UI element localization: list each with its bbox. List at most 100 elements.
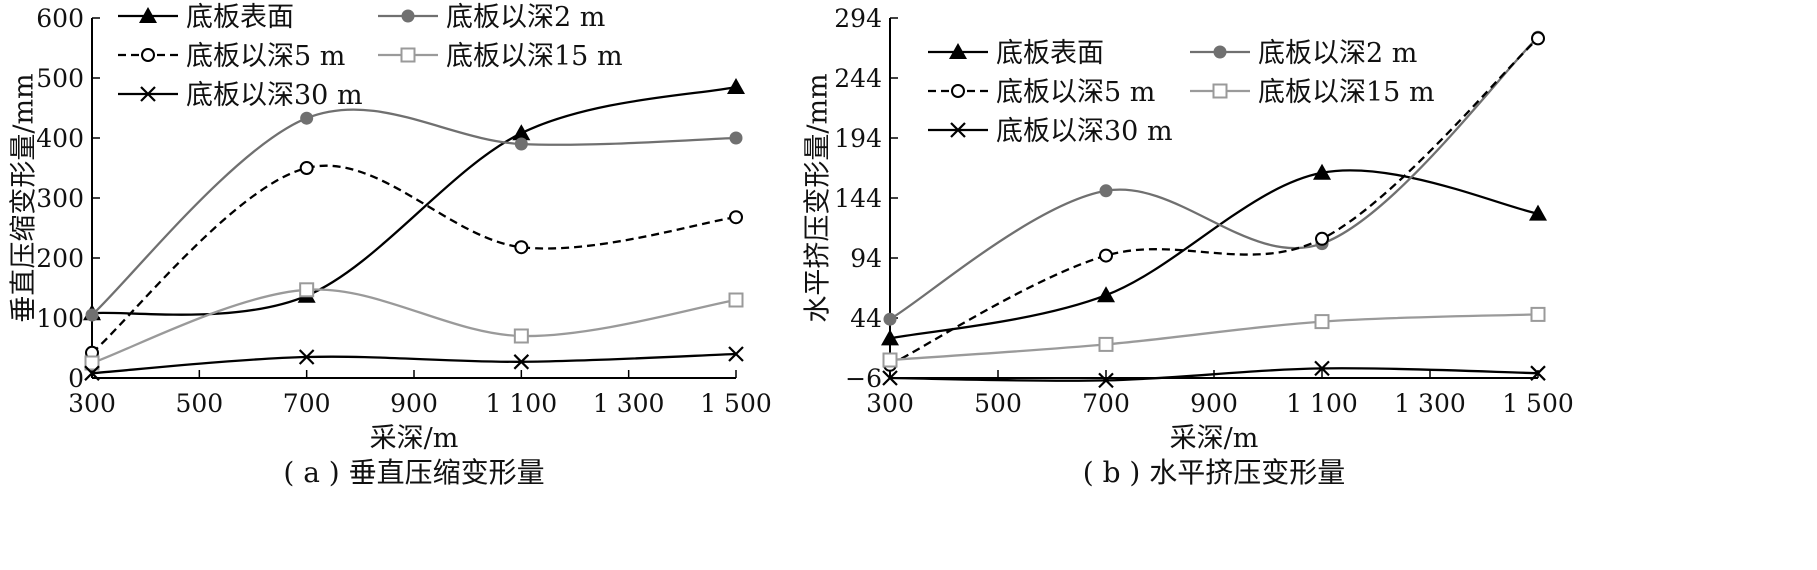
data-point: [1097, 286, 1115, 303]
legend-marker: [951, 84, 965, 98]
x-axis-label: 采深/m: [1170, 423, 1259, 454]
legend-marker: [1213, 45, 1227, 59]
legend-label: 底板表面: [186, 2, 294, 33]
data-point: [1099, 248, 1113, 263]
y-tick-label: 194: [834, 124, 882, 153]
data-point: [1314, 360, 1330, 377]
data-point: [513, 354, 530, 370]
chart-b: −6 44 94 144 194 244 294 300 500 700 900 1 100 1 300…: [803, 4, 1574, 489]
data-point: [1099, 184, 1113, 198]
legend-item: 底板以深30 m: [118, 80, 363, 111]
data-point: [1531, 31, 1545, 46]
series-line: [91, 288, 737, 365]
data-point: [727, 78, 745, 94]
x-tick-label: 300: [866, 389, 914, 418]
series-line: [91, 108, 737, 316]
legend-marker: [401, 9, 415, 23]
y-tick-label: 44: [850, 304, 882, 333]
chart-caption: ( a ) 垂直压缩变形量: [283, 456, 544, 489]
legend-marker: [949, 43, 967, 59]
data-point: [729, 131, 743, 145]
y-tick-label: 0: [68, 364, 84, 393]
series-line: [889, 36, 1539, 321]
data-point: [514, 137, 528, 151]
legend-marker: [141, 48, 155, 62]
y-axis-label: 垂直压缩变形量/mm: [9, 73, 40, 322]
series-line: [889, 313, 1539, 362]
legend-marker: [1212, 83, 1228, 99]
data-point: [514, 240, 529, 255]
series-line: [889, 169, 1539, 340]
y-tick-label: −6: [845, 364, 882, 393]
x-tick-label: 700: [283, 389, 331, 418]
series-line: [889, 37, 1539, 366]
legend-label: 底板以深2 m: [1258, 38, 1417, 69]
data-point: [729, 210, 743, 225]
legend-marker: [950, 122, 966, 138]
chart-a: 0 100 200 300 400 500 600 300 500 700 900 1 100 1 30…: [9, 2, 772, 489]
legend-marker: [400, 47, 416, 63]
x-tick-label: 900: [390, 389, 438, 418]
legend-item: 底板以深5 m: [928, 77, 1155, 108]
data-point: [513, 328, 529, 344]
series-line: [889, 367, 1539, 382]
data-point: [298, 349, 315, 365]
legend-item: 底板表面: [928, 38, 1104, 69]
series-line: [91, 85, 737, 316]
y-tick-label: 400: [36, 124, 84, 153]
y-tick-label: 500: [36, 64, 84, 93]
x-tick-label: 1 500: [700, 389, 772, 418]
x-tick-label: 1 100: [486, 389, 558, 418]
legend-item: 底板以深2 m: [1190, 38, 1417, 69]
legend-label: 底板以深5 m: [996, 77, 1155, 108]
legend-label: 底板以深5 m: [186, 41, 345, 72]
data-point: [1314, 314, 1330, 330]
x-tick-label: 500: [974, 389, 1022, 418]
legend-label: 底板以深15 m: [1258, 77, 1435, 108]
x-tick-label: 500: [175, 389, 223, 418]
data-point: [882, 370, 898, 386]
data-point: [728, 292, 744, 308]
y-tick-label: 600: [36, 4, 84, 33]
y-tick-label: 94: [850, 244, 882, 273]
legend-item: 底板以深5 m: [118, 41, 345, 72]
data-point: [1098, 336, 1114, 352]
data-point: [1313, 163, 1331, 180]
legend-item: 底板以深30 m: [928, 116, 1173, 147]
y-tick-label: 100: [36, 304, 84, 333]
data-point: [84, 365, 100, 381]
data-point: [882, 352, 898, 368]
x-tick-label: 1 500: [1502, 389, 1574, 418]
legend-marker: [140, 86, 156, 102]
legend-item: 底板以深2 m: [378, 2, 605, 33]
x-tick-label: 1 100: [1286, 389, 1358, 418]
x-tick-label: 700: [1082, 389, 1130, 418]
chart-caption: ( b ) 水平挤压变形量: [1083, 456, 1345, 489]
data-point: [1098, 372, 1114, 389]
data-point: [299, 282, 315, 298]
y-tick-label: 200: [36, 244, 84, 273]
legend-item: 底板以深15 m: [1190, 77, 1435, 108]
data-point: [1315, 231, 1329, 246]
x-tick-label: 1 300: [1394, 389, 1466, 418]
legend-marker: [139, 7, 157, 23]
y-tick-label: 300: [36, 184, 84, 213]
y-axis-label: 水平挤压变形量/mm: [803, 73, 834, 322]
data-point: [84, 355, 100, 371]
data-point: [1529, 204, 1547, 221]
data-point: [85, 308, 99, 322]
data-point: [299, 161, 314, 175]
data-point: [883, 312, 897, 326]
legend-label: 底板以深15 m: [446, 41, 623, 72]
legend-label: 底板以深30 m: [186, 80, 363, 111]
data-point: [1530, 306, 1546, 322]
legend-item: 底板以深15 m: [378, 41, 623, 72]
data-point: [728, 346, 744, 362]
data-point: [1530, 365, 1546, 381]
data-point: [512, 124, 531, 141]
x-axis-label: 采深/m: [370, 423, 459, 454]
legend-label: 底板以深30 m: [996, 116, 1173, 147]
y-tick-label: 144: [834, 184, 882, 213]
legend-label: 底板表面: [996, 38, 1104, 69]
